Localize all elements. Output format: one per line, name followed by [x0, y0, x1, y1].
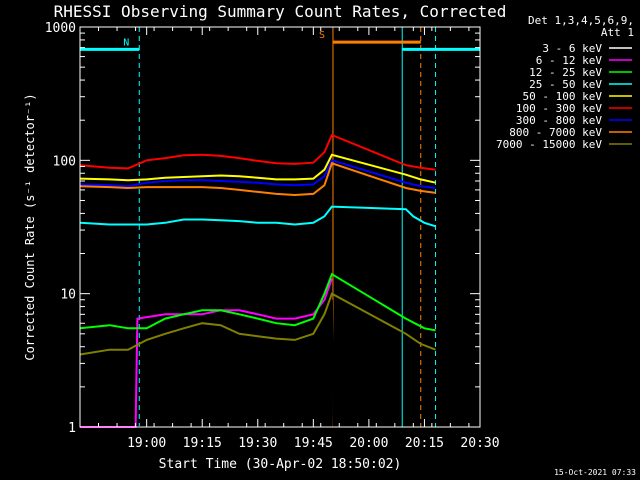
- series-line-0: [80, 299, 335, 428]
- series-line-1: [80, 278, 333, 428]
- legend-entry-label-3: 25 - 50 keV: [529, 78, 602, 91]
- legend-entry-label-7: 800 - 7000 keV: [509, 126, 602, 139]
- series-line-6: [79, 159, 436, 189]
- y-tick-label-1: 10: [60, 288, 76, 303]
- x-tick-label-3: 19:45: [294, 436, 333, 451]
- x-tick-label-4: 20:00: [349, 436, 388, 451]
- x-tick-label-0: 19:00: [127, 436, 166, 451]
- annotation-label-0: N: [123, 37, 129, 48]
- x-axis-label: Start Time (30-Apr-02 18:50:02): [159, 457, 402, 472]
- axes: 19:00 19:15 19:30 19:45 20:00 20:15 20:30 1 10 10…: [45, 21, 500, 451]
- timestamp: 15-Oct-2021 07:33: [554, 468, 636, 477]
- legend-entry-label-2: 12 - 25 keV: [529, 66, 602, 79]
- plot-frame: [79, 26, 481, 428]
- legend-entry-label-0: 3 - 6 keV: [542, 42, 602, 55]
- x-tick-label-1: 19:15: [183, 436, 222, 451]
- legend-entry-label-5: 100 - 300 keV: [516, 102, 602, 115]
- series-line-3: [79, 205, 436, 228]
- series-lines: [79, 133, 436, 428]
- x-tick-label-6: 20:30: [460, 436, 499, 451]
- y-axis-label: Corrected Count Rate (s⁻¹ detector⁻¹): [23, 93, 37, 360]
- annotations: NS: [80, 30, 480, 51]
- y-tick-label-0: 1: [68, 421, 76, 436]
- legend-entry-label-4: 50 - 100 keV: [523, 90, 603, 103]
- legend-entry-label-6: 300 - 800 keV: [516, 114, 602, 127]
- y-tick-label-3: 1000: [45, 21, 76, 36]
- legend-header-0: Det 1,3,4,5,6,9,: [528, 14, 634, 27]
- y-tick-label-2: 100: [53, 154, 76, 169]
- vertical-markers: [79, 27, 437, 427]
- chart-title: RHESSI Observing Summary Count Rates, Co…: [54, 2, 507, 21]
- x-tick-label-5: 20:15: [405, 436, 444, 451]
- x-tick-label-2: 19:30: [238, 436, 277, 451]
- legend-header-1: Att 1: [601, 26, 634, 39]
- series-line-5: [79, 133, 436, 171]
- legend-entry-label-8: 7000 - 15000 keV: [496, 138, 602, 151]
- legend-entry-label-1: 6 - 12 keV: [536, 54, 603, 67]
- series-line-8: [79, 292, 436, 356]
- series-line-2: [79, 272, 436, 332]
- annotation-label-2: S: [319, 30, 325, 41]
- series-line-7: [79, 162, 436, 197]
- series-line-4: [79, 153, 436, 184]
